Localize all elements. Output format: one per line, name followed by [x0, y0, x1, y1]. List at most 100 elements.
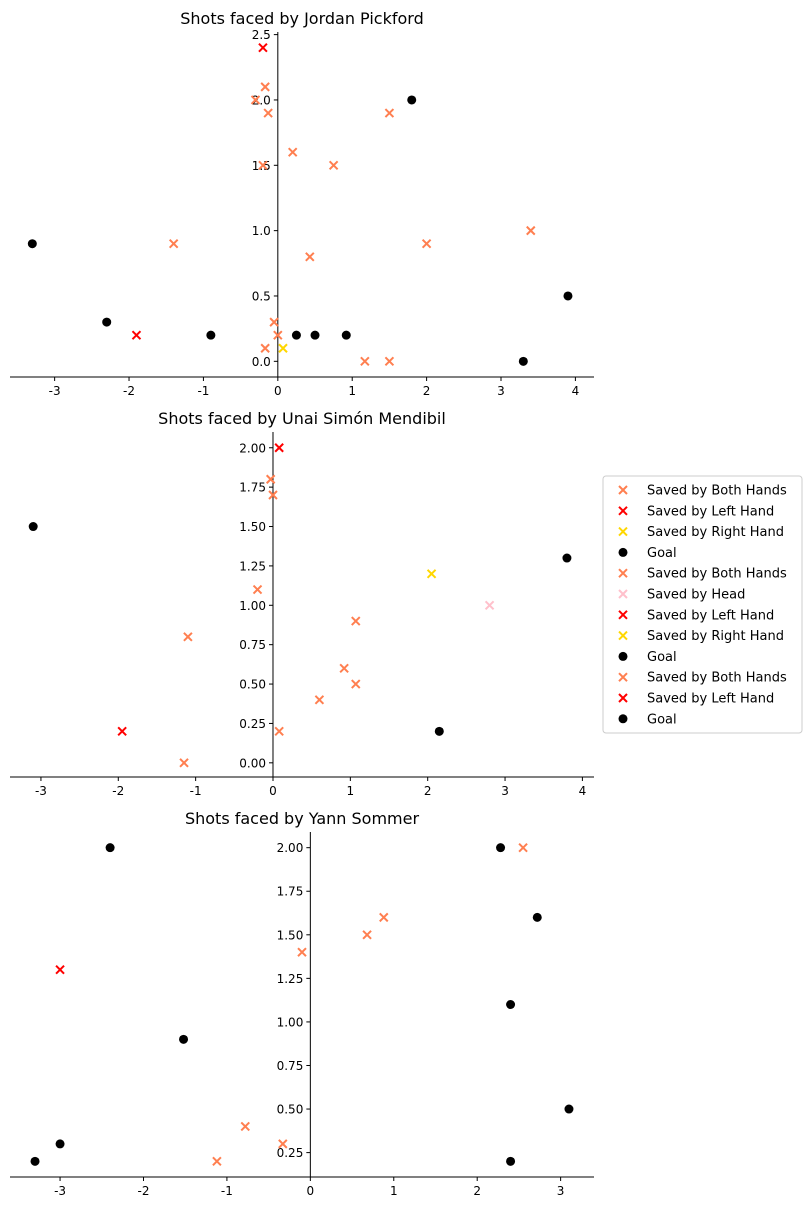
marks-group	[27, 42, 573, 367]
spines-group	[10, 832, 594, 1178]
x-tick-label: 0	[274, 384, 282, 398]
legend-marker-saved-by-right-hand	[618, 526, 628, 537]
point-goal	[179, 1034, 189, 1044]
point-saved-by-both-hands	[273, 330, 283, 340]
point-goal	[563, 291, 573, 301]
chart-title: Shots faced by Jordan Pickford	[180, 9, 423, 28]
y-tick-label: 0.75	[239, 638, 266, 652]
point-saved-by-both-hands	[518, 842, 528, 853]
point-saved-by-both-hands	[265, 474, 276, 484]
point-saved-by-both-hands	[362, 930, 372, 940]
point-saved-by-both-hands	[379, 912, 389, 923]
point-saved-by-both-hands	[263, 108, 273, 118]
point-goal	[532, 912, 542, 922]
point-saved-by-both-hands	[305, 252, 315, 262]
x-tick-label: 1	[347, 784, 355, 798]
y-tick-label: 0.50	[239, 678, 266, 692]
y-tick-label: 1.00	[277, 1015, 304, 1029]
legend-label: Goal	[647, 650, 677, 665]
legend-marker-saved-by-left-hand	[618, 693, 628, 703]
point-saved-by-left-hand	[117, 726, 127, 737]
y-tick-label: 1.0	[252, 224, 271, 238]
x-tick-label: 3	[497, 384, 505, 398]
ticks-group: -3 -2 -1 0 1 2 3 4 0.00 0.25 0.50 0.75 1.00 1.25 1.50 1…	[35, 441, 586, 798]
spines-group	[10, 432, 594, 778]
chart-unai-simon-mendibil: Shots faced by Unai Simón Mendibil -3 -2-…	[10, 409, 594, 798]
point-goal	[291, 330, 301, 340]
legend-items: Saved by Both Hands Saved by Left Hand Sav…	[618, 484, 787, 727]
point-saved-by-both-hands	[278, 1139, 288, 1149]
legend: Saved by Both Hands Saved by Left Hand Sav…	[602, 475, 803, 734]
x-tick-label: -3	[49, 384, 61, 398]
point-saved-by-both-hands	[258, 160, 268, 171]
point-saved-by-both-hands	[212, 1156, 222, 1167]
x-tick-label: 0	[269, 784, 277, 798]
point-saved-by-both-hands	[260, 343, 270, 353]
point-saved-by-head	[484, 600, 495, 610]
y-tick-label: 2.00	[239, 441, 266, 455]
legend-marker-goal	[618, 714, 628, 724]
point-saved-by-right-hand	[426, 569, 437, 579]
x-tick-label: -1	[197, 384, 209, 398]
legend-label: Saved by Both Hands	[647, 567, 787, 582]
point-saved-by-both-hands	[297, 947, 307, 957]
point-saved-by-both-hands	[250, 95, 261, 105]
point-goal	[310, 330, 320, 340]
y-tick-label: 1.25	[239, 559, 266, 573]
x-tick-label: -3	[35, 784, 47, 798]
y-tick-label: 2.00	[277, 841, 304, 855]
point-saved-by-both-hands	[287, 147, 298, 157]
point-saved-by-both-hands	[384, 108, 395, 118]
point-saved-by-both-hands	[384, 356, 395, 367]
x-tick-label: 0	[307, 1184, 315, 1198]
point-saved-by-both-hands	[252, 584, 263, 595]
point-saved-by-both-hands	[268, 490, 278, 500]
chart-jordan-pickford: Shots faced by Jordan Pickford -3 -2 -1 0 1 2…	[10, 9, 594, 398]
x-tick-label: 3	[557, 1184, 565, 1198]
chart-title: Shots faced by Unai Simón Mendibil	[158, 409, 446, 428]
y-tick-label: 2.0	[252, 93, 271, 107]
legend-label: Saved by Left Hand	[647, 504, 774, 519]
point-goal	[506, 1156, 516, 1166]
y-tick-label: 1.00	[239, 599, 266, 613]
point-goal	[206, 330, 216, 340]
x-tick-label: 4	[572, 384, 580, 398]
point-saved-by-left-hand	[258, 42, 268, 53]
legend-marker-saved-by-head	[618, 589, 628, 599]
x-tick-label: 4	[579, 784, 587, 798]
point-saved-by-both-hands	[351, 616, 361, 626]
x-tick-label: 1	[348, 384, 356, 398]
y-tick-label: 1.50	[277, 928, 304, 942]
marks-group	[28, 443, 572, 768]
point-saved-by-left-hand	[274, 443, 284, 453]
point-goal	[496, 843, 506, 853]
point-saved-by-both-hands	[183, 632, 193, 642]
chart-yann-sommer: Shots faced by Yann Sommer -3 -2 -1 0 1 2 3 0.2…	[10, 809, 594, 1198]
y-tick-label: 0.75	[277, 1059, 304, 1073]
point-saved-by-both-hands	[314, 695, 325, 705]
point-saved-by-both-hands	[421, 238, 432, 249]
legend-label: Saved by Both Hands	[647, 484, 787, 499]
point-saved-by-right-hand	[278, 343, 288, 353]
point-goal	[564, 1104, 574, 1114]
y-tick-label: 0.25	[239, 717, 266, 731]
y-tick-label: 0.0	[252, 355, 271, 369]
y-tick-label: 1.75	[277, 885, 304, 899]
point-saved-by-both-hands	[168, 238, 179, 249]
point-goal	[102, 317, 112, 327]
x-tick-label: 2	[424, 784, 432, 798]
x-tick-label: -2	[123, 384, 135, 398]
point-saved-by-both-hands	[269, 317, 279, 327]
legend-marker-saved-by-both-hands	[618, 672, 628, 682]
point-saved-by-left-hand	[55, 964, 65, 975]
legend-marker-saved-by-right-hand	[618, 630, 628, 641]
legend-marker-saved-by-left-hand	[618, 610, 628, 620]
legend-marker-goal	[618, 651, 628, 661]
legend-label: Saved by Left Hand	[647, 692, 774, 707]
x-tick-label: 3	[501, 784, 509, 798]
legend-label: Goal	[647, 712, 677, 727]
point-saved-by-left-hand	[131, 330, 142, 340]
x-tick-label: -2	[138, 1184, 150, 1198]
point-goal	[341, 330, 351, 340]
point-goal	[28, 522, 38, 532]
